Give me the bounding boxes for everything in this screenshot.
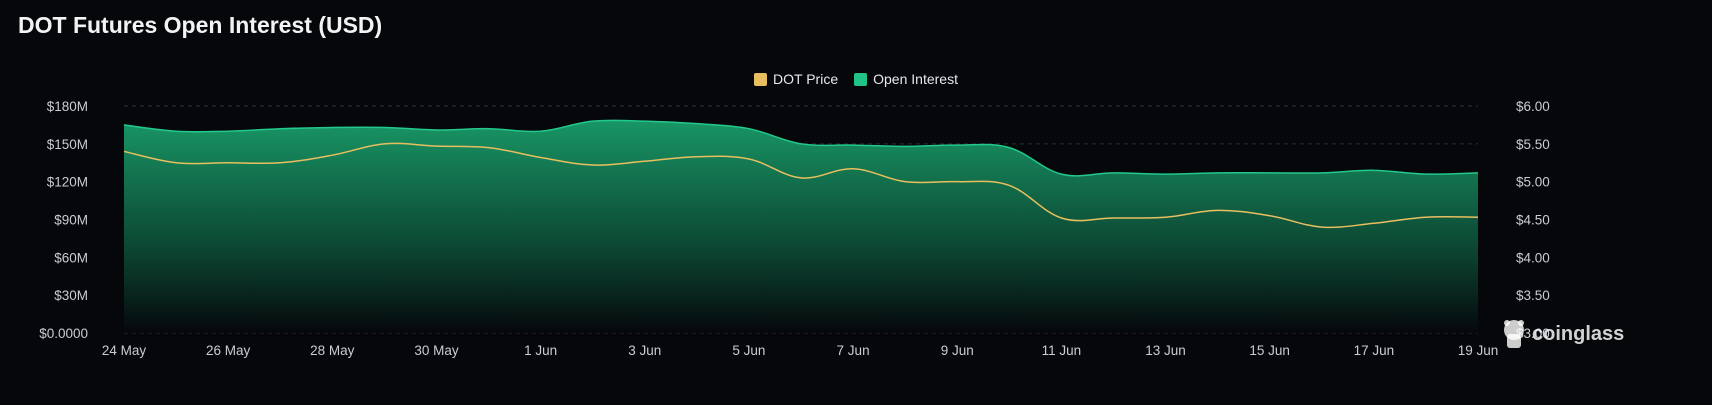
y-left-tick-label: $0.0000 [39,326,88,341]
legend-label-dot-price: DOT Price [773,71,839,87]
x-tick-label: 11 Jun [1042,343,1082,358]
legend-swatch-dot-price [754,72,768,86]
coinglass-watermark: coinglass [1504,320,1624,348]
y-right-tick-label: $4.00 [1516,250,1550,265]
legend-item-open-interest[interactable]: Open Interest [854,71,958,87]
y-right-tick-label: $6.00 [1516,99,1550,114]
y-right-tick-label: $3.50 [1516,288,1550,303]
open-interest-line [123,119,1479,177]
y-right-tick-label: $5.00 [1516,175,1550,190]
watermark-text: coinglass [1532,323,1624,345]
x-tick-label: 1 Jun [524,343,557,358]
legend-item-dot-price[interactable]: DOT Price [754,71,838,87]
chart-title: DOT Futures Open Interest (USD) [18,12,383,38]
x-tick-label: 24 May [102,343,147,358]
x-tick-label: 15 Jun [1249,343,1290,358]
legend-swatch-open-interest [854,72,868,86]
coinglass-logo-icon [1504,320,1524,348]
x-tick-label: 30 May [414,343,459,358]
y-left-tick-label: $120M [47,175,88,190]
x-tick-label: 19 Jun [1458,343,1499,358]
open-interest-area [124,120,1478,333]
x-tick-label: 28 May [310,343,355,358]
axes: $0.0000 $30M $60M $90M $120M $150M $180M $3.00 $… [39,99,1550,358]
x-tick-label: 13 Jun [1145,343,1186,358]
x-tick-label: 17 Jun [1354,343,1395,358]
x-tick-label: 26 May [206,343,251,358]
y-left-tick-label: $30M [54,288,88,303]
x-tick-label: 3 Jun [628,343,661,358]
x-tick-label: 7 Jun [837,343,870,358]
y-left-tick-label: $180M [47,99,88,114]
x-tick-label: 5 Jun [732,343,765,358]
y-right-tick-label: $3.00 [1516,326,1550,341]
y-right-tick-label: $5.50 [1516,137,1550,152]
dot-price-line [123,142,1479,229]
y-left-tick-label: $60M [54,250,88,265]
y-left-tick-label: $150M [47,137,88,152]
y-left-tick-label: $90M [54,213,88,228]
legend-label-open-interest: Open Interest [873,71,958,87]
x-tick-label: 9 Jun [941,343,974,358]
legend: DOT Price Open Interest [0,71,1712,87]
y-right-tick-label: $4.50 [1516,213,1550,228]
plot-area [123,119,1479,333]
